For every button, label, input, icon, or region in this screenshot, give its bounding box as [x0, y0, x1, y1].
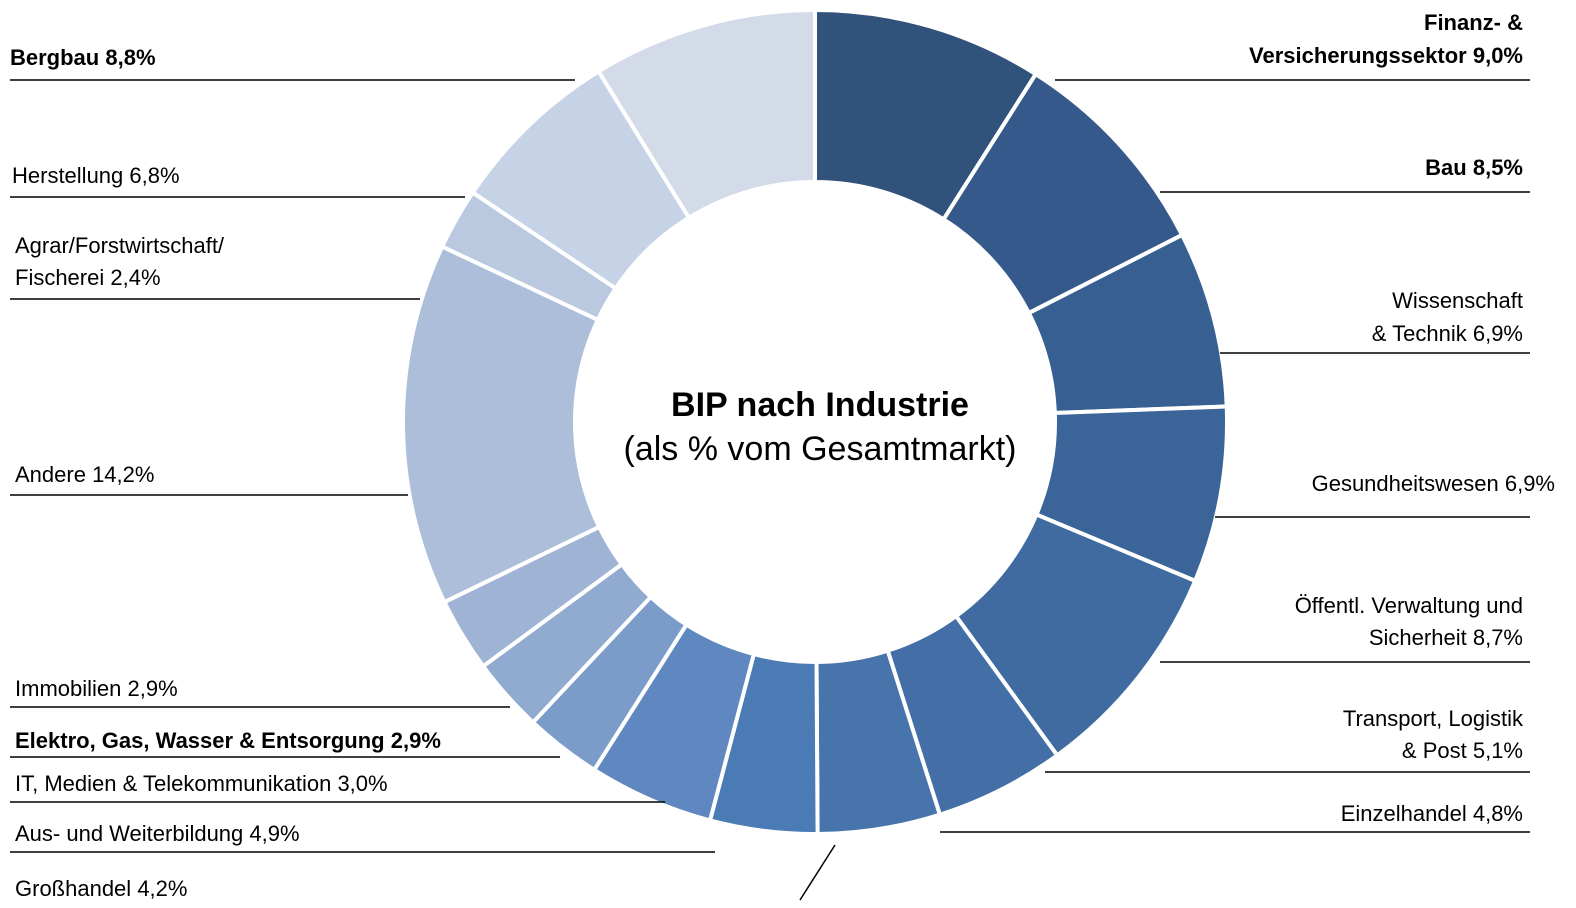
segment-label: Einzelhandel 4,8% — [1341, 801, 1523, 826]
donut-segment — [595, 7, 817, 221]
segment-label: Fischerei 2,4% — [15, 265, 161, 290]
value-label: 2,9% — [128, 676, 178, 701]
value-label: 9,0% — [1473, 43, 1523, 68]
segment-label: Wissenschaft — [1392, 288, 1523, 313]
segment-label: Gesundheitswesen 6,9% — [1312, 471, 1555, 496]
chart-subtitle: (als % vom Gesamtmarkt) — [624, 430, 1017, 468]
category-name: Elektro, Gas, Wasser & Entsorgung — [15, 728, 385, 753]
value-label: 4,2% — [137, 876, 187, 901]
value-label: 4,8% — [1473, 801, 1523, 826]
value-label: 6,9% — [1473, 321, 1523, 346]
segment-label: Andere 14,2% — [15, 462, 154, 487]
donut-segment — [401, 243, 602, 605]
category-name: Bau — [1425, 155, 1467, 180]
value-label: 5,1% — [1473, 738, 1523, 763]
segment-label: Sicherheit 8,7% — [1369, 625, 1523, 650]
value-label: 6,9% — [1505, 471, 1555, 496]
category-name: IT, Medien & Telekommunikation — [15, 771, 331, 796]
category-name: Andere — [15, 462, 92, 487]
category-name: Aus- und Weiterbildung — [15, 821, 243, 846]
category-name: Agrar/Forstwirtschaft/ — [15, 233, 225, 258]
category-name: Öffentl. Verwaltung und — [1295, 593, 1523, 618]
value-label: 3,0% — [337, 771, 387, 796]
segment-label: Öffentl. Verwaltung und — [1295, 593, 1523, 618]
segment-label: Versicherungssektor 9,0% — [1249, 43, 1523, 68]
chart-title: BIP nach Industrie — [671, 386, 969, 424]
leader-line — [799, 844, 836, 901]
segment-label: Aus- und Weiterbildung 4,9% — [15, 821, 300, 846]
category-name: Einzelhandel — [1341, 801, 1467, 826]
segment-label: Finanz- & — [1424, 10, 1523, 35]
segment-label: Bergbau 8,8% — [10, 45, 156, 70]
value-label: 2,4% — [110, 265, 160, 290]
category-name: & Technik — [1372, 321, 1468, 346]
category-name: Versicherungssektor — [1249, 43, 1467, 68]
value-label: 8,7% — [1473, 625, 1523, 650]
segment-label: Großhandel 4,2% — [15, 876, 187, 901]
category-name: Großhandel — [15, 876, 131, 901]
category-name: Wissenschaft — [1392, 288, 1523, 313]
category-name: Transport, Logistik — [1343, 706, 1524, 731]
value-label: 14,2% — [92, 462, 154, 487]
segment-label: Transport, Logistik — [1343, 706, 1524, 731]
category-name: Sicherheit — [1369, 625, 1467, 650]
segment-label: Bau 8,5% — [1425, 155, 1523, 180]
value-label: 4,9% — [249, 821, 299, 846]
category-name: Finanz- & — [1424, 10, 1523, 35]
value-label: 2,9% — [391, 728, 441, 753]
segment-label: & Technik 6,9% — [1372, 321, 1523, 346]
value-label: 8,8% — [105, 45, 155, 70]
category-name: Gesundheitswesen — [1312, 471, 1499, 496]
segment-label: Agrar/Forstwirtschaft/ — [15, 233, 225, 258]
segment-label: Immobilien 2,9% — [15, 676, 178, 701]
segment-label: & Post 5,1% — [1402, 738, 1523, 763]
category-name: Herstellung — [12, 163, 123, 188]
category-name: & Post — [1402, 738, 1467, 763]
category-name: Bergbau — [10, 45, 99, 70]
segment-label: IT, Medien & Telekommunikation 3,0% — [15, 771, 388, 796]
category-name: Immobilien — [15, 676, 121, 701]
category-name: Fischerei — [15, 265, 104, 290]
value-label: 8,5% — [1473, 155, 1523, 180]
segment-label: Elektro, Gas, Wasser & Entsorgung 2,9% — [15, 728, 441, 753]
value-label: 6,8% — [129, 163, 179, 188]
segment-label: Herstellung 6,8% — [12, 163, 180, 188]
